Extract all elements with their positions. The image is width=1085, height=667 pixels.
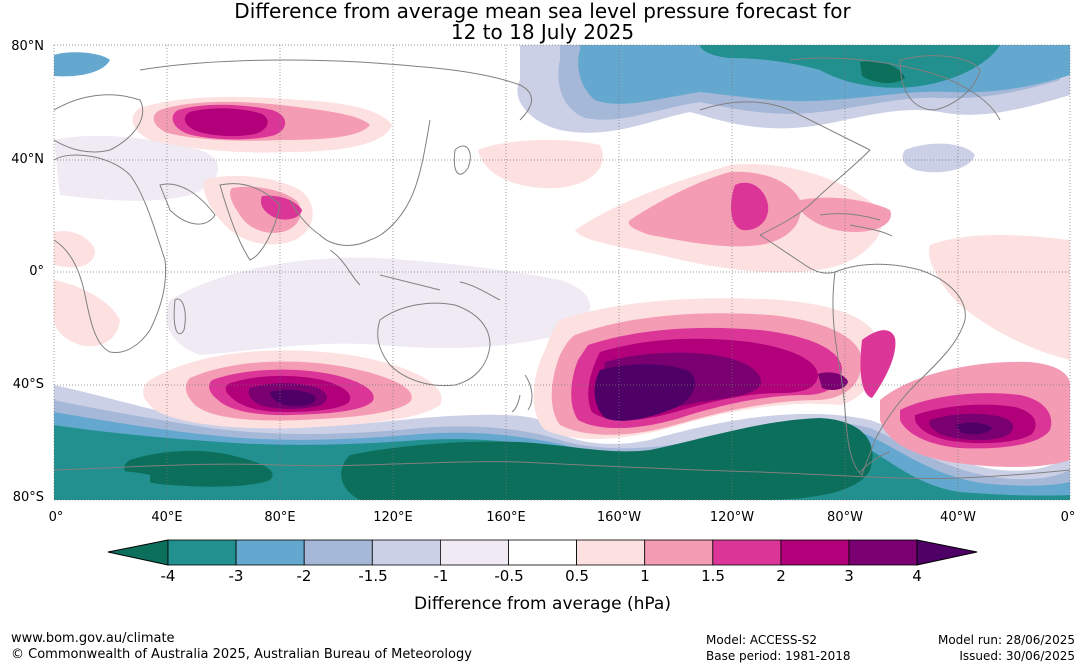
lon-label-160w: 160°W bbox=[596, 510, 642, 525]
lon-label-160e: 160°E bbox=[486, 510, 526, 525]
coastline-japan bbox=[453, 145, 471, 175]
southern-negative-core-pacific bbox=[341, 418, 873, 500]
coastline-arabia bbox=[159, 183, 216, 225]
southern-negative-band-core bbox=[124, 450, 273, 487]
coastline-asia-north bbox=[139, 59, 532, 121]
colorbar-tick-label: 1 bbox=[640, 567, 650, 585]
atlantic-positive-light bbox=[929, 235, 1070, 360]
footer-issued: Issued: 30/06/2025 bbox=[959, 649, 1075, 663]
colorbar-tick-label: 1.5 bbox=[701, 567, 725, 585]
coastline-india bbox=[219, 183, 281, 261]
africa-positive-light bbox=[54, 230, 95, 268]
lon-label-40e: 40°E bbox=[151, 510, 183, 525]
footer-copyright: © Commonwealth of Australia 2025, Austra… bbox=[11, 647, 472, 662]
colorbar-tick-label: 3 bbox=[844, 567, 854, 585]
coastline-antarctic-peninsula bbox=[859, 451, 891, 473]
coastline-europe bbox=[54, 94, 144, 153]
coastline-australia bbox=[377, 302, 491, 387]
footer-model: Model: ACCESS-S2 bbox=[706, 633, 818, 647]
colorbar-high-extension bbox=[916, 539, 978, 566]
colorbar-tick-label: -3 bbox=[228, 567, 244, 585]
graticule bbox=[53, 44, 1071, 501]
coastlines bbox=[54, 55, 1070, 479]
atlantic-negative-light bbox=[902, 143, 975, 173]
pressure-anomaly-map bbox=[53, 44, 1071, 501]
india-positive-core bbox=[260, 195, 302, 220]
central-america-positive-core bbox=[730, 182, 769, 231]
antarctic-north-blue bbox=[54, 470, 150, 500]
coastline-antarctica bbox=[54, 461, 1070, 479]
colorbar-low-extension bbox=[107, 539, 169, 566]
lat-label-80n: 80°N bbox=[11, 39, 44, 54]
lon-label-40w: 40°W bbox=[940, 510, 976, 525]
lon-label-120w: 120°W bbox=[709, 510, 755, 525]
colorbar-segment bbox=[235, 539, 305, 566]
colorbar-segment bbox=[439, 539, 509, 566]
patagonia-positive-magenta bbox=[860, 330, 896, 398]
coastline-madagascar bbox=[173, 298, 186, 335]
lat-label-0: 0° bbox=[29, 264, 44, 279]
anomaly-shading bbox=[54, 45, 1070, 500]
colorbar bbox=[107, 539, 978, 566]
lon-label-0-east: 0° bbox=[1060, 510, 1076, 525]
lon-label-0: 0° bbox=[48, 510, 64, 525]
arctic-negative-core bbox=[860, 60, 905, 84]
footer-base-period: Base period: 1981-2018 bbox=[706, 649, 851, 663]
colorbar-tick-label: -0.5 bbox=[494, 567, 524, 585]
coastline-north-america bbox=[759, 57, 1001, 236]
coastline-central-america bbox=[759, 234, 836, 274]
lon-label-80e: 80°E bbox=[264, 510, 296, 525]
lon-label-120e: 120°E bbox=[373, 510, 413, 525]
colorbar-tick-label: 2 bbox=[776, 567, 786, 585]
coastline-east-asia bbox=[289, 119, 431, 246]
colorbar-segment bbox=[712, 539, 782, 566]
colorbar-tick-label: -1 bbox=[433, 567, 449, 585]
colorbar-tick-label: -1.5 bbox=[358, 567, 388, 585]
colorbar-tick-label: 0.5 bbox=[565, 567, 589, 585]
colorbar-segment bbox=[303, 539, 373, 566]
colorbar-tick-label: -4 bbox=[160, 567, 176, 585]
lat-label-40s: 40°S bbox=[12, 377, 44, 392]
coastline-south-america bbox=[832, 263, 966, 476]
footer-model-run: Model run: 28/06/2025 bbox=[937, 633, 1075, 647]
sio-positive-core bbox=[270, 389, 316, 406]
coastline-africa bbox=[54, 154, 167, 354]
colorbar-segment bbox=[644, 539, 714, 566]
sa-positive-core bbox=[955, 422, 992, 435]
pacific-positive-north-light bbox=[478, 139, 603, 189]
lon-label-80w: 80°W bbox=[827, 510, 863, 525]
coastline-caribbean bbox=[819, 213, 893, 237]
coastline-se-asia bbox=[329, 249, 501, 301]
siberia-positive-core bbox=[184, 108, 268, 137]
sp-positive-core bbox=[594, 364, 695, 421]
coastline-new-zealand bbox=[511, 374, 533, 413]
indian-ocean-positive-light bbox=[54, 280, 120, 347]
colorbar-segment bbox=[576, 539, 646, 566]
arctic-negative-west bbox=[54, 52, 110, 77]
colorbar-tick-label: 4 bbox=[912, 567, 922, 585]
colorbar-segment bbox=[780, 539, 850, 566]
lat-label-40n: 40°N bbox=[11, 152, 44, 167]
colorbar-segment bbox=[371, 539, 441, 566]
colorbar-segments bbox=[167, 539, 918, 566]
coastline-alaska bbox=[699, 101, 871, 151]
footer-url: www.bom.gov.au/climate bbox=[11, 631, 175, 646]
patagonia-positive-purple bbox=[818, 372, 848, 390]
map-title-line2: 12 to 18 July 2025 bbox=[450, 20, 635, 44]
colorbar-segment bbox=[167, 539, 237, 566]
map-title-line1: Difference from average mean sea level p… bbox=[234, 0, 851, 23]
colorbar-segment bbox=[848, 539, 918, 566]
indo-pacific-negative-light bbox=[166, 257, 590, 355]
coastline-greenland bbox=[899, 55, 981, 111]
lat-label-80s: 80°S bbox=[12, 490, 44, 505]
colorbar-tick-label: -2 bbox=[296, 567, 312, 585]
caribbean-positive-pink bbox=[800, 197, 891, 232]
colorbar-title: Difference from average (hPa) bbox=[414, 594, 671, 614]
colorbar-segment bbox=[508, 539, 577, 566]
